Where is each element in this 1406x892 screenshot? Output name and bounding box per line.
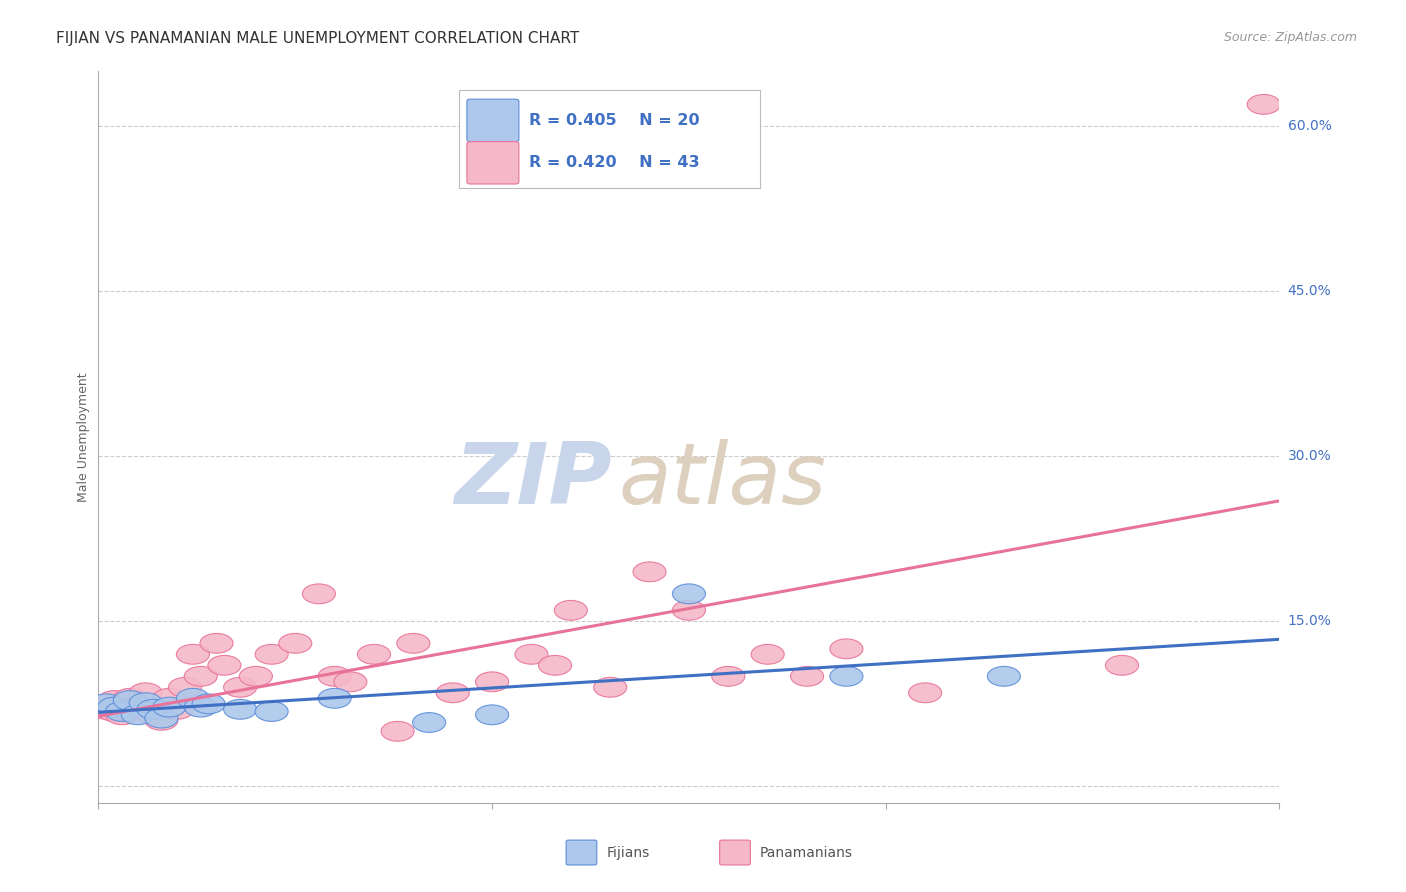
Ellipse shape [751, 644, 785, 665]
Ellipse shape [97, 702, 131, 722]
Ellipse shape [184, 698, 218, 717]
Ellipse shape [169, 677, 201, 698]
Ellipse shape [136, 705, 170, 724]
Ellipse shape [90, 694, 122, 714]
Ellipse shape [153, 698, 186, 717]
Ellipse shape [105, 705, 139, 724]
Ellipse shape [200, 633, 233, 653]
Ellipse shape [554, 600, 588, 620]
Ellipse shape [830, 639, 863, 658]
Ellipse shape [1105, 656, 1139, 675]
Text: 60.0%: 60.0% [1288, 120, 1331, 134]
Text: Panamanians: Panamanians [759, 846, 853, 860]
Text: atlas: atlas [619, 440, 827, 523]
Ellipse shape [711, 666, 745, 686]
Ellipse shape [254, 702, 288, 722]
Text: R = 0.420    N = 43: R = 0.420 N = 43 [530, 155, 700, 170]
Ellipse shape [239, 666, 273, 686]
FancyBboxPatch shape [458, 90, 759, 188]
Ellipse shape [1247, 95, 1281, 114]
Ellipse shape [515, 644, 548, 665]
Ellipse shape [224, 699, 257, 719]
Ellipse shape [790, 666, 824, 686]
Ellipse shape [145, 710, 179, 731]
Ellipse shape [97, 698, 131, 717]
Ellipse shape [333, 672, 367, 691]
Ellipse shape [593, 677, 627, 698]
Ellipse shape [278, 633, 312, 653]
Ellipse shape [129, 683, 162, 703]
Y-axis label: Male Unemployment: Male Unemployment [77, 372, 90, 502]
Ellipse shape [633, 562, 666, 582]
Ellipse shape [145, 708, 179, 728]
Ellipse shape [318, 666, 352, 686]
Ellipse shape [114, 689, 146, 708]
Text: ZIP: ZIP [454, 440, 612, 523]
Ellipse shape [475, 705, 509, 724]
Ellipse shape [193, 694, 225, 714]
Ellipse shape [97, 690, 131, 710]
Ellipse shape [176, 644, 209, 665]
Text: 45.0%: 45.0% [1288, 285, 1331, 298]
Ellipse shape [302, 584, 336, 604]
Ellipse shape [129, 693, 162, 713]
Ellipse shape [412, 713, 446, 732]
Ellipse shape [121, 705, 155, 724]
FancyBboxPatch shape [567, 840, 596, 865]
Ellipse shape [381, 722, 415, 741]
Ellipse shape [538, 656, 572, 675]
Ellipse shape [475, 672, 509, 691]
Ellipse shape [987, 666, 1021, 686]
Ellipse shape [318, 689, 352, 708]
Text: 15.0%: 15.0% [1288, 615, 1331, 628]
Text: R = 0.405    N = 20: R = 0.405 N = 20 [530, 113, 700, 128]
FancyBboxPatch shape [467, 142, 519, 184]
Ellipse shape [672, 584, 706, 604]
Ellipse shape [114, 690, 146, 710]
Ellipse shape [105, 698, 139, 717]
Ellipse shape [436, 683, 470, 703]
Ellipse shape [176, 689, 209, 708]
Ellipse shape [114, 702, 146, 722]
FancyBboxPatch shape [720, 840, 751, 865]
Ellipse shape [90, 699, 122, 719]
Text: Fijians: Fijians [606, 846, 650, 860]
Ellipse shape [830, 666, 863, 686]
Ellipse shape [153, 689, 186, 708]
Ellipse shape [136, 699, 170, 719]
Ellipse shape [908, 683, 942, 703]
Ellipse shape [396, 633, 430, 653]
Ellipse shape [672, 600, 706, 620]
Ellipse shape [224, 677, 257, 698]
Text: FIJIAN VS PANAMANIAN MALE UNEMPLOYMENT CORRELATION CHART: FIJIAN VS PANAMANIAN MALE UNEMPLOYMENT C… [56, 31, 579, 46]
Ellipse shape [105, 702, 139, 722]
Text: 30.0%: 30.0% [1288, 450, 1331, 463]
Ellipse shape [208, 656, 240, 675]
Ellipse shape [160, 699, 194, 719]
Ellipse shape [254, 644, 288, 665]
Ellipse shape [184, 666, 218, 686]
FancyBboxPatch shape [467, 99, 519, 142]
Ellipse shape [357, 644, 391, 665]
Ellipse shape [121, 698, 155, 717]
Text: Source: ZipAtlas.com: Source: ZipAtlas.com [1223, 31, 1357, 45]
